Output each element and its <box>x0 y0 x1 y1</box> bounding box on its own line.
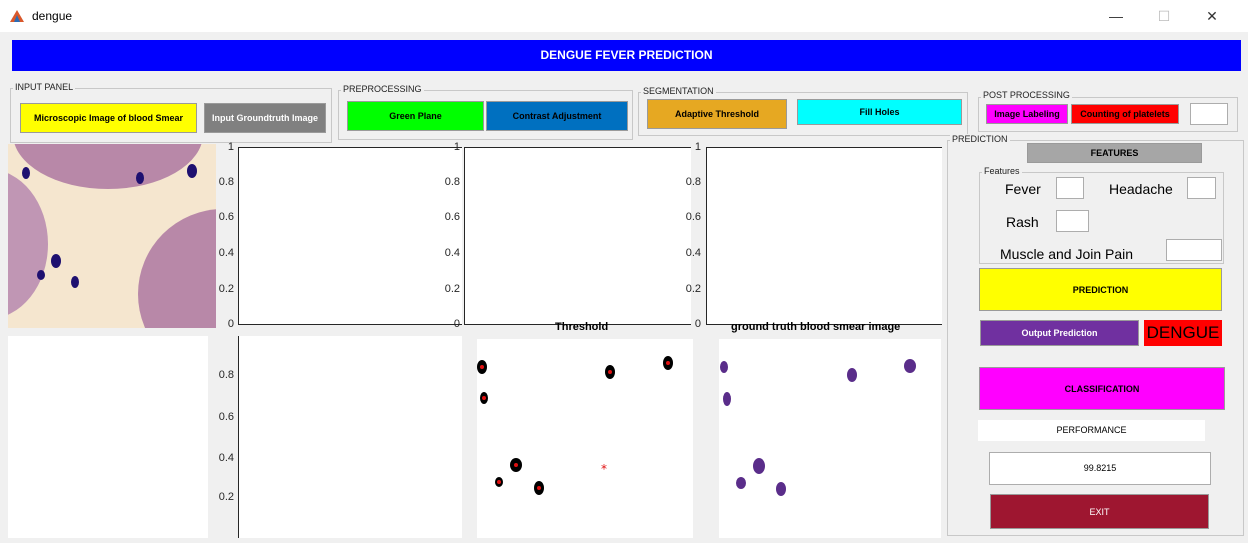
prediction-result: DENGUE <box>1144 320 1222 346</box>
contrast-adjustment-button[interactable]: Contrast Adjustment <box>486 101 628 131</box>
axes-bottom-2 <box>238 336 462 538</box>
fever-label: Fever <box>1005 181 1041 197</box>
classification-button[interactable]: CLASSIFICATION <box>979 367 1225 410</box>
ytick-label: 0.8 <box>218 369 234 381</box>
ytick-label: 0.2 <box>218 491 234 503</box>
app-banner: DENGUE FEVER PREDICTION <box>12 40 1241 71</box>
blood-smear-picture <box>8 144 216 328</box>
input-panel-label: INPUT PANEL <box>13 82 76 92</box>
ytick-label: 0.6 <box>218 411 234 423</box>
ytick-label: 0.8 <box>685 176 701 188</box>
rash-label: Rash <box>1006 214 1039 230</box>
features-button[interactable]: FEATURES <box>1027 143 1202 163</box>
groundtruth-title: ground truth blood smear image <box>731 321 901 333</box>
segmentation-label: SEGMENTATION <box>641 86 716 96</box>
close-button[interactable]: ✕ <box>1206 8 1218 24</box>
ytick-label: 0.4 <box>444 247 460 259</box>
prediction-button[interactable]: PREDICTION <box>979 268 1222 311</box>
platelet-count-field[interactable] <box>1190 103 1228 125</box>
counting-platelets-button[interactable]: Counting of platelets <box>1071 104 1179 124</box>
ytick-label: 1 <box>227 141 234 153</box>
title-bar: dengue — ☐ ✕ <box>0 0 1248 32</box>
output-prediction-button[interactable]: Output Prediction <box>980 320 1139 346</box>
muscle-pain-input[interactable] <box>1166 239 1222 261</box>
groundtruth-image-button[interactable]: Input Groundtruth Image <box>204 103 326 133</box>
headache-input[interactable] <box>1187 177 1216 199</box>
threshold-image: * <box>477 339 693 538</box>
groundtruth-image <box>719 339 941 538</box>
axes-2 <box>464 147 691 325</box>
ytick-label: 0.8 <box>218 176 234 188</box>
ytick-label: 0.6 <box>218 211 234 223</box>
ytick-label: 1 <box>694 141 701 153</box>
matlab-icon <box>10 10 24 22</box>
ytick-label: 0.4 <box>218 452 234 464</box>
ytick-label: 0 <box>694 318 701 330</box>
ytick-label: 0 <box>453 318 460 330</box>
ytick-label: 0.6 <box>685 211 701 223</box>
window-title: dengue <box>32 9 73 23</box>
muscle-pain-label: Muscle and Join Pain <box>1000 246 1134 262</box>
fever-input[interactable] <box>1056 177 1084 199</box>
performance-value: 99.8215 <box>989 452 1211 485</box>
blood-smear-image <box>8 144 216 328</box>
axes-bottom-1 <box>8 336 208 538</box>
ytick-label: 0.2 <box>444 283 460 295</box>
axes-1 <box>238 147 462 325</box>
groundtruth-picture <box>720 359 916 496</box>
image-labeling-button[interactable]: Image Labeling <box>986 104 1068 124</box>
ytick-label: 1 <box>453 141 460 153</box>
prediction-label: PREDICTION <box>950 134 1010 144</box>
performance-label: PERFORMANCE <box>978 420 1205 441</box>
rash-input[interactable] <box>1056 210 1089 232</box>
centroid-marker: * <box>601 462 607 476</box>
green-plane-button[interactable]: Green Plane <box>347 101 484 131</box>
features-group-label: Features <box>982 166 1022 176</box>
ytick-label: 0.4 <box>685 247 701 259</box>
preprocessing-label: PREPROCESSING <box>341 84 424 94</box>
ytick-label: 0.4 <box>218 247 234 259</box>
post-processing-label: POST PROCESSING <box>981 90 1072 100</box>
maximize-button[interactable]: ☐ <box>1157 8 1171 24</box>
ytick-label: 0.6 <box>444 211 460 223</box>
threshold-picture: * <box>477 356 673 495</box>
fill-holes-button[interactable]: Fill Holes <box>797 99 962 125</box>
ytick-label: 0.2 <box>218 283 234 295</box>
ytick-label: 0 <box>227 318 234 330</box>
microscopic-image-button[interactable]: Microscopic Image of blood Smear <box>20 103 197 133</box>
headache-label: Headache <box>1109 181 1173 197</box>
exit-button[interactable]: EXIT <box>990 494 1209 529</box>
adaptive-threshold-button[interactable]: Adaptive Threshold <box>647 99 787 129</box>
minimize-button[interactable]: — <box>1109 8 1123 24</box>
ytick-label: 0.8 <box>444 176 460 188</box>
axes-3 <box>706 147 942 325</box>
ytick-label: 0.2 <box>685 283 701 295</box>
threshold-title: Threshold <box>555 321 609 333</box>
